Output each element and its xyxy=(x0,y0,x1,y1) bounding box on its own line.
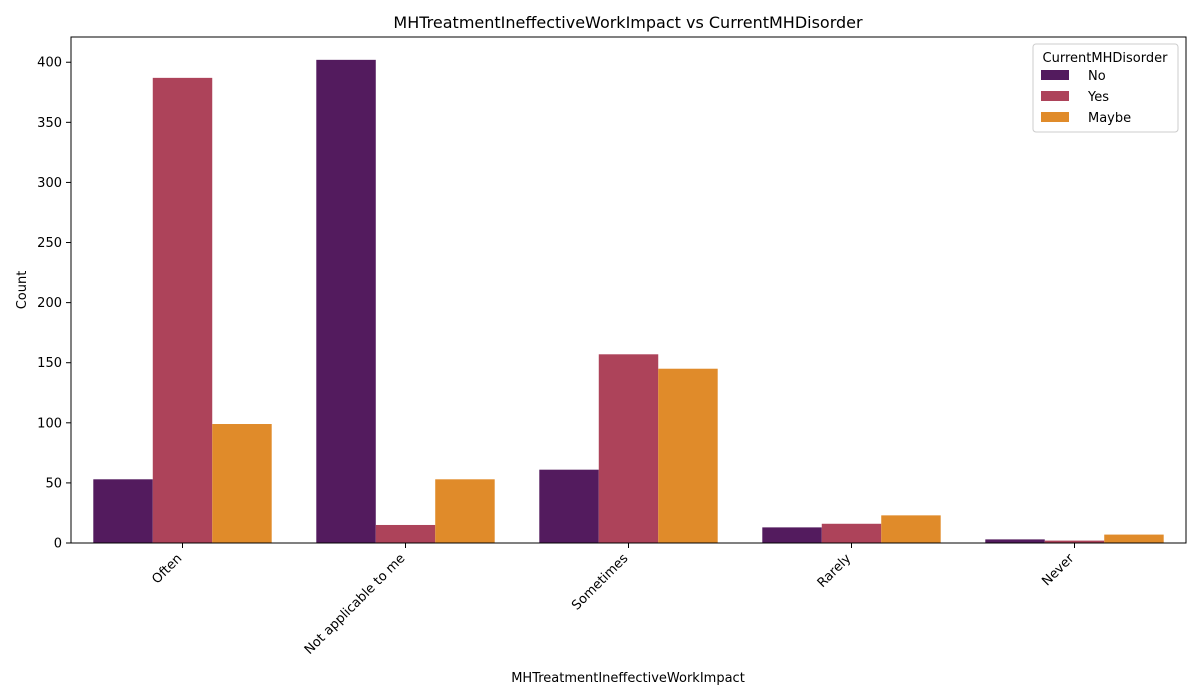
plot-frame xyxy=(70,36,1187,544)
x-axis-label: MHTreatmentIneffectiveWorkImpact xyxy=(511,671,745,686)
y-tick-label: 50 xyxy=(45,476,62,491)
y-tick-label: 400 xyxy=(37,56,62,71)
bar-maybe-3 xyxy=(881,515,941,543)
y-tick-label: 0 xyxy=(54,537,62,552)
legend-swatch-maybe xyxy=(1041,112,1069,122)
chart-title: MHTreatmentIneffectiveWorkImpact vs Curr… xyxy=(393,13,863,32)
bar-maybe-4 xyxy=(1104,534,1164,543)
y-tick-label: 350 xyxy=(37,116,62,131)
bar-yes-4 xyxy=(1044,540,1105,543)
x-tick-label: Rarely xyxy=(815,551,855,591)
y-tick-label: 100 xyxy=(37,416,62,431)
legend-label-yes: Yes xyxy=(1087,90,1109,105)
legend-swatch-no xyxy=(1041,70,1069,80)
legend-label-maybe: Maybe xyxy=(1088,111,1131,126)
y-tick-label: 150 xyxy=(37,356,62,371)
bar-yes-0 xyxy=(152,77,213,544)
bar-maybe-2 xyxy=(658,368,718,543)
x-tick-label: Never xyxy=(1039,551,1077,589)
bar-no-2 xyxy=(539,469,599,543)
x-tick-label: Often xyxy=(149,551,185,587)
bar-yes-1 xyxy=(375,524,436,543)
legend-title: CurrentMHDisorder xyxy=(1043,51,1169,66)
bar-yes-2 xyxy=(598,354,659,543)
x-tick-label: Sometimes xyxy=(569,551,631,613)
y-tick-label: 200 xyxy=(37,296,62,311)
y-axis: 0 50 100 150 200 250 300 350 400 xyxy=(37,56,71,552)
bar-maybe-0 xyxy=(212,424,272,543)
legend: CurrentMHDisorder No Yes Maybe xyxy=(1032,43,1179,133)
y-tick-label: 250 xyxy=(37,236,62,251)
bar-maybe-1 xyxy=(435,479,495,543)
legend-swatch-yes xyxy=(1041,91,1069,101)
bar-no-3 xyxy=(762,527,822,543)
bar-no-1 xyxy=(316,59,376,544)
bar-no-0 xyxy=(93,479,153,543)
bar-yes-3 xyxy=(821,523,882,543)
legend-frame xyxy=(1032,43,1179,133)
y-tick-label: 300 xyxy=(37,176,62,191)
y-axis-label: Count xyxy=(15,271,30,310)
bars-group xyxy=(93,59,1164,544)
bar-no-4 xyxy=(985,539,1045,543)
x-axis: Often Not applicable to me Sometimes Rarely… xyxy=(149,543,1078,658)
legend-label-no: No xyxy=(1088,69,1106,84)
x-tick-label: Not applicable to me xyxy=(302,551,408,657)
